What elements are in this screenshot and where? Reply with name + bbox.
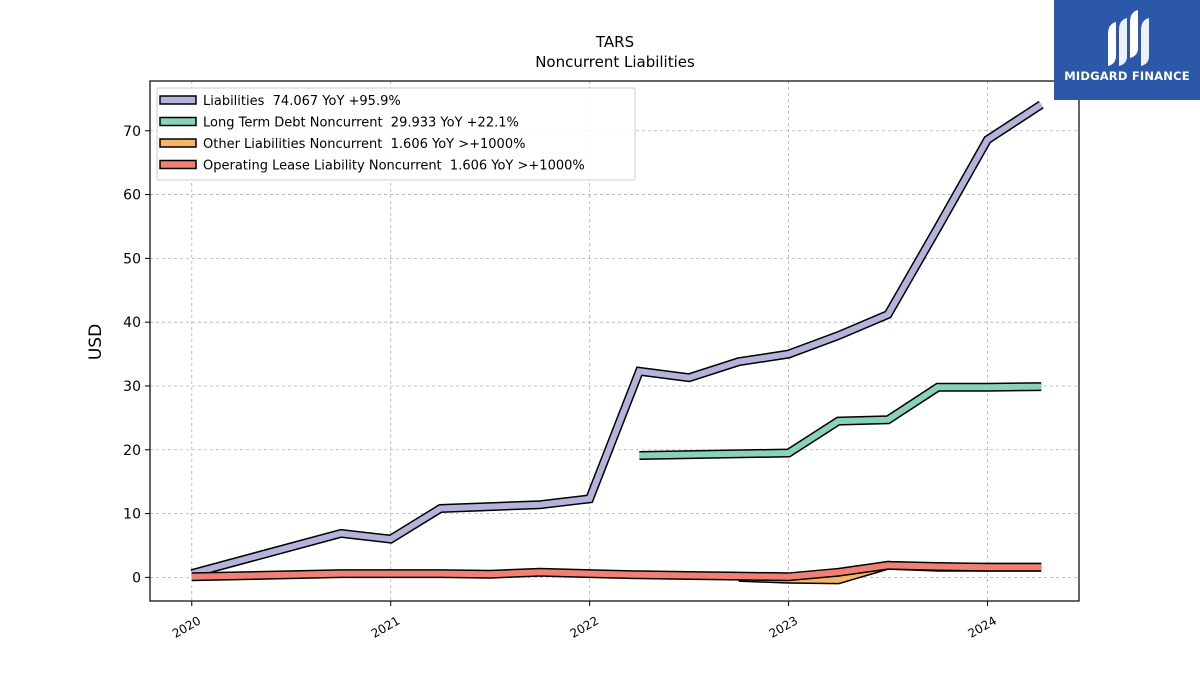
y-tick-label: 60	[123, 188, 141, 204]
legend-label: Operating Lease Liability Noncurrent 1.6…	[203, 159, 585, 174]
legend-swatch	[159, 159, 197, 170]
brand-logo: MIDGARD FINANCE	[1054, 0, 1200, 100]
chart-title: TARS	[595, 33, 634, 51]
x-tick-label: 2023	[767, 613, 800, 640]
legend-label: Liabilities 74.067 YoY +95.9%	[203, 94, 401, 109]
x-tick-label: 2021	[369, 613, 402, 640]
x-tick-label: 2022	[568, 613, 601, 640]
y-tick-label: 30	[123, 379, 141, 395]
y-tick-label: 0	[132, 570, 141, 586]
axis-ticks: 0 10 20 30 40 50 60 70 2020 2021 2022 2023 2024	[123, 124, 999, 641]
legend-box	[156, 87, 636, 181]
y-tick-label: 70	[123, 124, 141, 140]
x-tick-label: 2020	[170, 613, 203, 640]
y-tick-label: 50	[123, 251, 141, 267]
legend-swatch	[159, 116, 197, 127]
plot-frame	[149, 80, 1080, 602]
brand-mark-icon	[1108, 10, 1149, 66]
legend: Liabilities 74.067 YoY +95.9% Long Term D…	[156, 87, 636, 181]
legend-label: Other Liabilities Noncurrent 1.606 YoY >…	[203, 137, 525, 152]
series-line-0	[191, 102, 1043, 577]
y-tick-label: 40	[123, 315, 141, 331]
legend-swatch	[159, 95, 197, 105]
y-tick-label: 20	[123, 443, 141, 459]
series-line-3	[191, 562, 1042, 580]
series-line-1	[639, 383, 1042, 459]
legend-label: Long Term Debt Noncurrent 29.933 YoY +22…	[203, 116, 519, 131]
chart-subtitle: Noncurrent Liabilities	[535, 53, 695, 71]
x-tick-label: 2024	[966, 613, 999, 640]
y-tick-label: 10	[123, 507, 141, 523]
y-axis-label: USD	[86, 324, 106, 360]
brand-name: MIDGARD FINANCE	[1064, 69, 1190, 83]
legend-swatch	[159, 138, 197, 148]
series-layer	[190, 100, 1044, 585]
